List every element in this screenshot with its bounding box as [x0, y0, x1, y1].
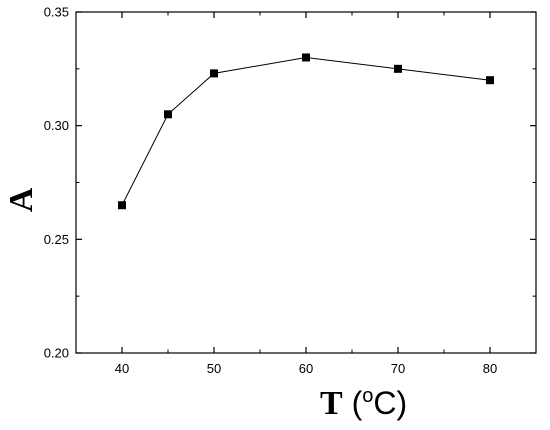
x-axis-label: T (oC) [320, 385, 407, 422]
x-tick-label: 60 [299, 361, 313, 376]
series-group [118, 53, 494, 210]
x-tick-label: 50 [207, 361, 221, 376]
data-point-marker [394, 64, 402, 73]
plot-frame [75, 11, 537, 354]
x-axis-label-close: C) [373, 385, 407, 421]
x-axis-label-open: ( [343, 385, 363, 421]
y-axis-ticks: 0.20 0.25 0.30 0.35 [44, 5, 536, 361]
x-tick-label: 80 [483, 361, 497, 376]
data-point-marker [118, 201, 126, 210]
x-axis-label-main: T [320, 385, 343, 422]
y-axis-label: A [3, 187, 40, 212]
data-point-marker [164, 110, 172, 119]
y-tick-label: 0.20 [44, 346, 69, 361]
y-tick-label: 0.30 [44, 118, 69, 133]
y-tick-label: 0.35 [44, 5, 69, 20]
y-tick-label: 0.25 [44, 232, 69, 247]
data-point-marker [210, 69, 218, 78]
x-axis-label-degree: o [362, 385, 373, 407]
series-line [121, 56, 491, 206]
x-axis-ticks: 40 50 60 70 80 [75, 12, 537, 376]
x-tick-label: 40 [115, 361, 129, 376]
data-point-marker [486, 76, 494, 85]
data-point-marker [302, 53, 310, 62]
x-tick-label: 70 [391, 361, 405, 376]
